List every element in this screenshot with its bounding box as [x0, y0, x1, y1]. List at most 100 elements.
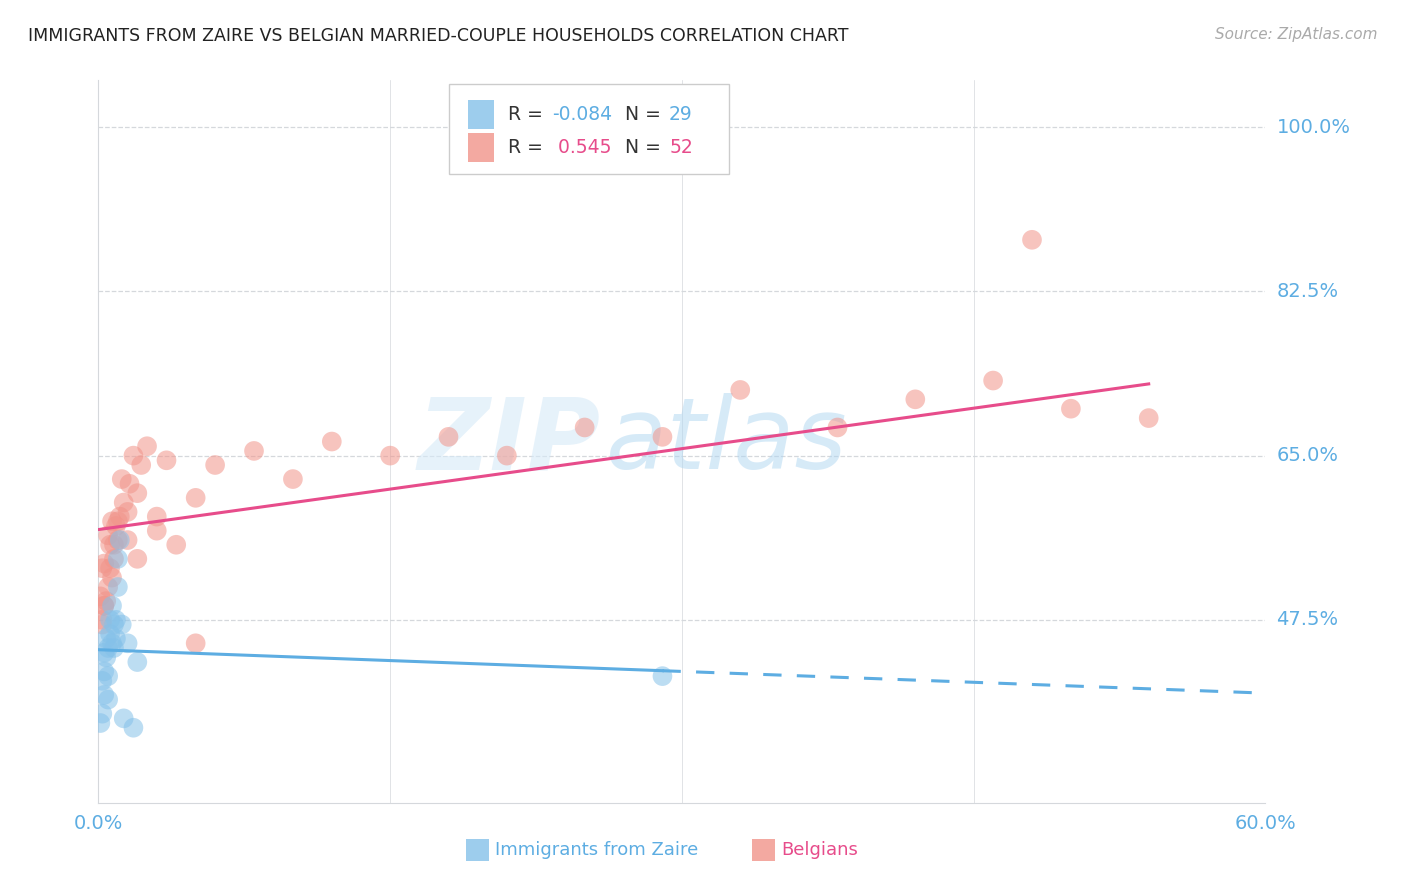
Text: 82.5%: 82.5%: [1277, 282, 1339, 301]
Point: [127, 655, 149, 669]
Point: [204, 458, 226, 472]
Point: [1137, 411, 1160, 425]
Point: [93, 665, 115, 679]
Point: [117, 533, 139, 547]
Point: [112, 495, 135, 509]
Point: [112, 711, 135, 725]
Point: [122, 449, 145, 463]
Text: Belgians: Belgians: [782, 841, 858, 859]
Point: [127, 551, 149, 566]
Point: [103, 640, 125, 655]
Point: [107, 551, 129, 566]
Point: [98, 613, 121, 627]
Point: [111, 617, 134, 632]
Point: [981, 374, 1004, 388]
Bar: [468, 100, 494, 128]
Point: [104, 632, 127, 646]
Point: [651, 669, 673, 683]
Point: [101, 571, 124, 585]
Point: [243, 444, 266, 458]
Point: [96, 650, 118, 665]
Point: [91, 561, 114, 575]
Point: [93, 599, 115, 613]
Text: 52: 52: [669, 138, 693, 157]
Text: ZIP: ZIP: [418, 393, 600, 490]
Point: [146, 524, 169, 538]
Point: [118, 476, 141, 491]
Point: [281, 472, 304, 486]
Point: [97, 692, 120, 706]
Text: N =: N =: [613, 138, 666, 157]
Point: [122, 721, 145, 735]
Point: [107, 514, 129, 528]
Point: [117, 636, 139, 650]
Text: Immigrants from Zaire: Immigrants from Zaire: [495, 841, 699, 859]
Point: [111, 472, 134, 486]
Point: [91, 673, 114, 688]
Point: [146, 509, 169, 524]
Point: [827, 420, 849, 434]
Point: [574, 420, 596, 434]
Point: [97, 640, 120, 655]
Point: [101, 636, 124, 650]
Point: [98, 538, 121, 552]
Point: [321, 434, 343, 449]
Point: [104, 519, 127, 533]
Point: [93, 599, 115, 613]
Point: [496, 449, 519, 463]
Point: [96, 632, 118, 646]
Point: [89, 716, 111, 731]
Text: 29: 29: [669, 104, 693, 124]
Point: [380, 449, 402, 463]
Text: 100.0%: 100.0%: [1277, 118, 1351, 136]
Point: [107, 533, 129, 547]
Point: [91, 617, 114, 632]
Point: [97, 669, 120, 683]
Text: R =: R =: [508, 138, 548, 157]
FancyBboxPatch shape: [449, 84, 728, 174]
Point: [117, 505, 139, 519]
Point: [184, 491, 207, 505]
Point: [98, 627, 121, 641]
Point: [127, 486, 149, 500]
Bar: [468, 133, 494, 161]
Point: [104, 613, 127, 627]
Text: R =: R =: [508, 104, 548, 124]
Point: [136, 439, 159, 453]
Point: [103, 551, 125, 566]
Point: [904, 392, 927, 407]
Point: [103, 617, 125, 632]
Point: [165, 538, 187, 552]
Point: [89, 590, 111, 604]
Point: [107, 580, 129, 594]
Point: [101, 599, 124, 613]
Point: [93, 557, 115, 571]
Point: [96, 594, 118, 608]
Bar: [465, 838, 489, 861]
Point: [730, 383, 752, 397]
Text: -0.084: -0.084: [553, 104, 613, 124]
Y-axis label: Married-couple Households: Married-couple Households: [0, 318, 8, 565]
Text: 47.5%: 47.5%: [1277, 610, 1339, 630]
Point: [98, 561, 121, 575]
Point: [101, 514, 124, 528]
Text: Source: ZipAtlas.com: Source: ZipAtlas.com: [1215, 27, 1378, 42]
Point: [184, 636, 207, 650]
Point: [103, 538, 125, 552]
Point: [108, 533, 131, 547]
Text: atlas: atlas: [606, 393, 848, 490]
Point: [97, 580, 120, 594]
Point: [91, 613, 114, 627]
Point: [108, 509, 131, 524]
Text: 0.545: 0.545: [553, 138, 612, 157]
Text: IMMIGRANTS FROM ZAIRE VS BELGIAN MARRIED-COUPLE HOUSEHOLDS CORRELATION CHART: IMMIGRANTS FROM ZAIRE VS BELGIAN MARRIED…: [28, 27, 849, 45]
Point: [651, 430, 673, 444]
Point: [1060, 401, 1083, 416]
Point: [129, 458, 152, 472]
Bar: [752, 838, 775, 861]
Point: [93, 646, 115, 660]
Point: [1021, 233, 1043, 247]
Point: [93, 688, 115, 702]
Text: N =: N =: [613, 104, 666, 124]
Text: 65.0%: 65.0%: [1277, 446, 1339, 465]
